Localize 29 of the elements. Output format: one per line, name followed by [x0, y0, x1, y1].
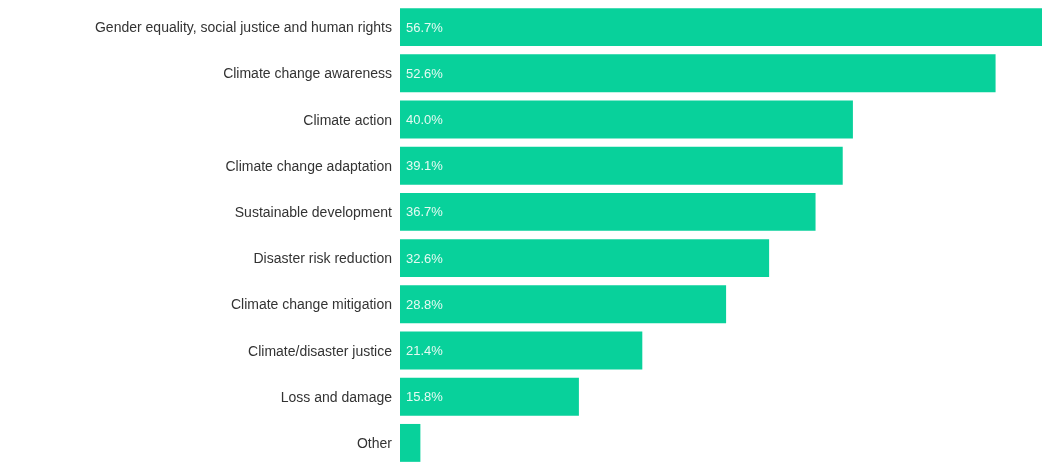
bar: [400, 54, 996, 93]
data-label: 56.7%: [406, 19, 444, 35]
y-tick-label: Loss and damage: [280, 388, 393, 405]
y-tick-label: Climate action: [303, 111, 392, 128]
data-label: 28.8%: [406, 296, 444, 312]
y-tick-label: Gender equality, social justice and human rights: [94, 19, 392, 36]
bar: [400, 8, 1042, 47]
data-label: 40.0%: [406, 112, 444, 127]
data-label: 52.6%: [406, 65, 444, 81]
bar: [400, 285, 727, 324]
y-tick-label: Other: [356, 434, 393, 451]
y-tick-label: Climate change mitigation: [230, 296, 392, 313]
data-label: 21.4%: [406, 343, 444, 358]
data-label: 36.7%: [406, 204, 444, 220]
data-label: 39.1%: [406, 158, 444, 174]
bar: [400, 239, 770, 278]
y-tick-label: Disaster risk reduction: [253, 250, 392, 267]
bar: [400, 423, 421, 462]
bar: [400, 331, 643, 370]
y-tick-label: Climate/disaster justice: [248, 342, 393, 359]
data-label: 32.6%: [406, 250, 444, 266]
y-tick-label: Climate change awareness: [223, 65, 392, 82]
data-label: 15.8%: [406, 389, 444, 405]
bar: [400, 192, 816, 231]
y-tick-label: Sustainable development: [234, 203, 393, 220]
bar: [400, 100, 853, 139]
bar: [400, 377, 579, 416]
y-tick-label: Climate change adaptation: [225, 157, 392, 174]
bar: [400, 146, 843, 185]
